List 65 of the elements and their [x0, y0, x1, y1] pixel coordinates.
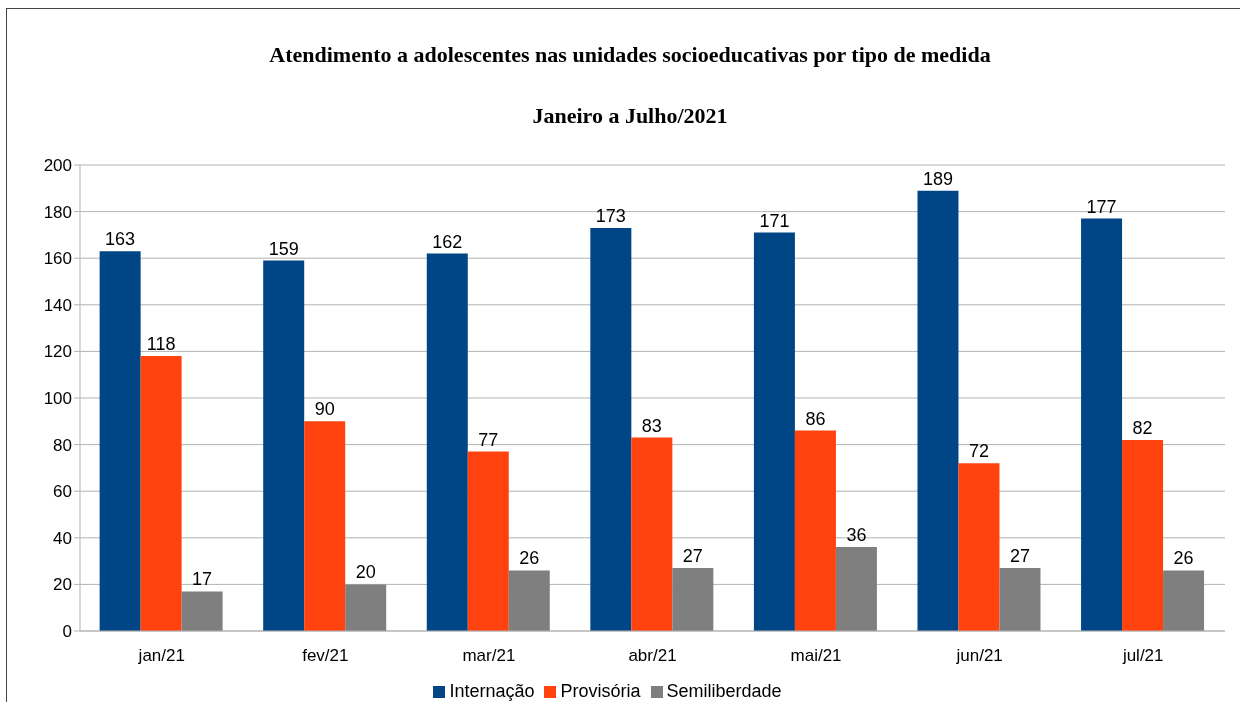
y-tick-label: 20 — [53, 575, 72, 595]
y-tick-label: 80 — [53, 435, 72, 455]
y-tick-label: 200 — [43, 156, 72, 176]
bar — [672, 568, 714, 631]
legend-label: Provisória — [560, 681, 641, 701]
legend-label: Semiliberdade — [666, 681, 782, 701]
data-label: 86 — [805, 408, 826, 429]
data-label: 159 — [268, 238, 299, 259]
chart-subtitle: Janeiro a Julho/2021 — [531, 103, 729, 129]
bar — [794, 430, 836, 631]
data-label: 26 — [1173, 548, 1194, 569]
data-label: 36 — [846, 525, 867, 546]
y-tick-label: 180 — [43, 202, 72, 222]
data-label: 72 — [968, 441, 989, 462]
data-label: 90 — [314, 399, 335, 420]
y-tick-label: 60 — [53, 482, 72, 502]
bar — [263, 260, 305, 631]
data-label: 27 — [682, 546, 703, 567]
bar — [835, 547, 877, 631]
bar — [958, 463, 1000, 631]
data-label: 27 — [1009, 546, 1030, 567]
bar — [426, 253, 468, 631]
data-label: 118 — [146, 334, 176, 355]
data-label: 162 — [432, 231, 463, 252]
x-tick-label: jul/21 — [1121, 646, 1164, 666]
data-label: 82 — [1132, 417, 1153, 438]
y-tick-label: 100 — [43, 389, 72, 409]
y-tick-label: 120 — [43, 342, 72, 362]
data-label: 26 — [519, 548, 540, 569]
bar — [631, 437, 673, 631]
bar — [1081, 218, 1123, 631]
data-label: 177 — [1086, 196, 1117, 217]
data-label: 163 — [105, 229, 136, 250]
x-tick-label: jan/21 — [137, 646, 185, 666]
x-tick-label: fev/21 — [302, 646, 349, 666]
data-label: 189 — [922, 168, 954, 189]
bar — [1163, 570, 1205, 631]
chart-title: Atendimento a adolescentes nas unidades socioeducativas por tipo de medida — [268, 42, 992, 68]
data-label: 20 — [355, 562, 376, 583]
x-tick-label: abr/21 — [628, 646, 677, 666]
data-label: 77 — [478, 429, 499, 450]
legend-label: Internação — [449, 681, 535, 701]
y-tick-label: 0 — [62, 622, 72, 642]
data-label: 83 — [641, 415, 662, 436]
bar — [1122, 439, 1164, 631]
bar — [99, 251, 141, 631]
bar — [345, 584, 387, 631]
data-label: 171 — [759, 210, 790, 231]
bar — [590, 227, 632, 631]
y-tick-label: 160 — [43, 249, 72, 269]
bar — [181, 591, 223, 631]
bar — [304, 421, 346, 631]
bar — [140, 356, 182, 631]
bar — [467, 451, 509, 631]
y-tick-label: 140 — [43, 295, 72, 315]
data-label: 173 — [595, 205, 626, 226]
x-tick-label: jun/21 — [955, 646, 1003, 666]
x-tick-label: mar/21 — [462, 646, 516, 666]
bar — [753, 232, 795, 631]
x-tick-label: mai/21 — [790, 646, 842, 666]
data-label: 17 — [192, 569, 213, 590]
bar — [917, 190, 959, 631]
bar — [999, 568, 1041, 631]
y-tick-label: 40 — [53, 528, 72, 548]
bar — [508, 570, 550, 631]
